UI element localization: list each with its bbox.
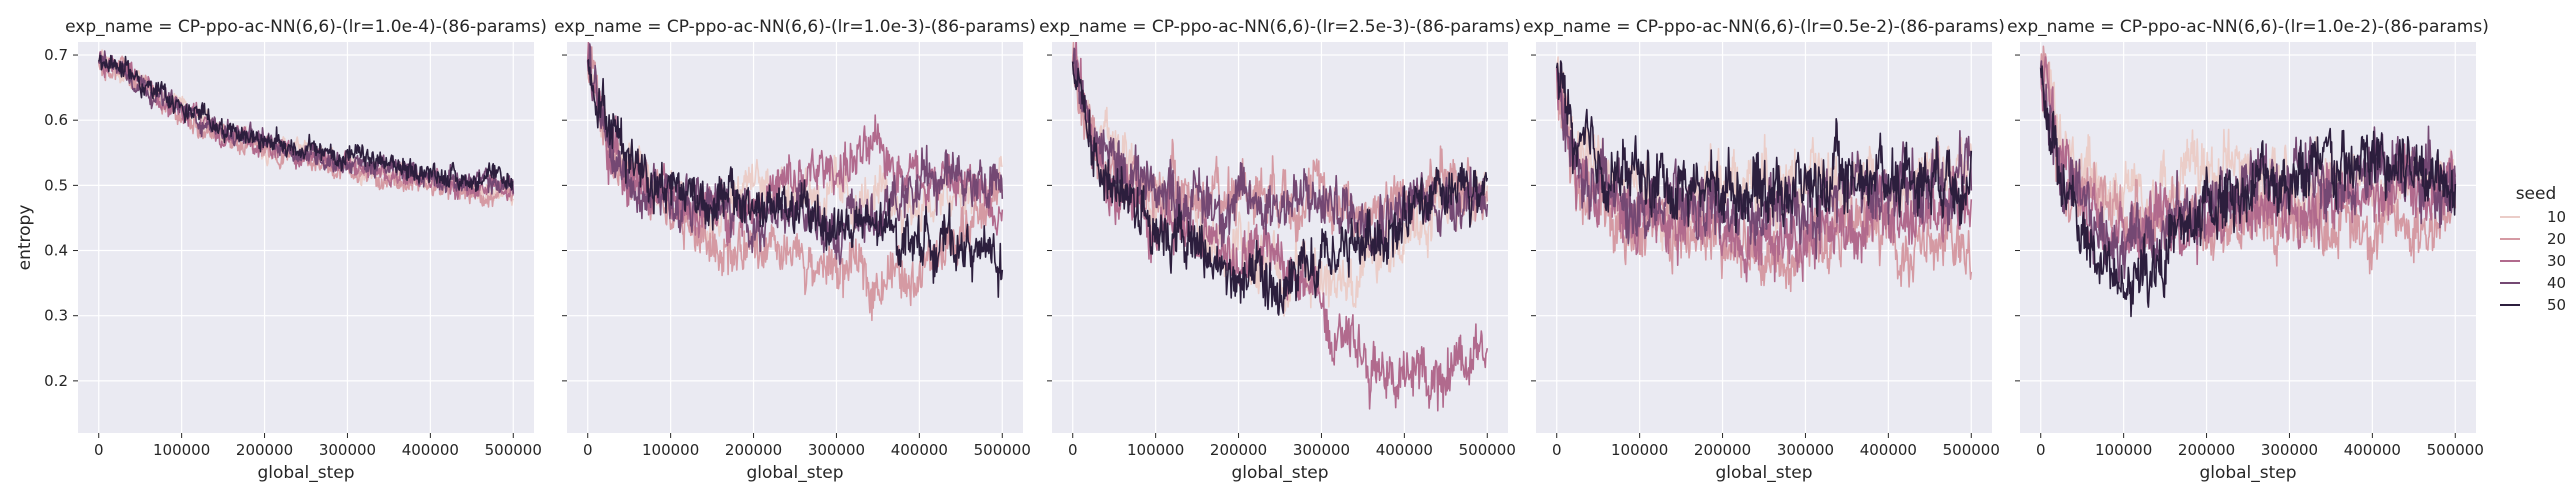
panel-1 (73, 42, 534, 438)
x-tick-label: 500000 (1943, 441, 2000, 459)
x-tick-label: 400000 (1376, 441, 1433, 459)
x-tick-label: 500000 (2427, 441, 2484, 459)
x-tick-label: 200000 (1694, 441, 1751, 459)
x-tick-label: 0 (2036, 441, 2046, 459)
x-tick-label: 400000 (891, 441, 948, 459)
x-tick-label: 0 (1068, 441, 1078, 459)
x-axis-label: global_step (257, 463, 354, 483)
x-tick-label: 300000 (2261, 441, 2318, 459)
legend (2500, 216, 2520, 306)
legend-title: seed (2516, 184, 2557, 204)
legend-label-seed-50: 50 (2547, 296, 2566, 314)
x-tick-label: 400000 (402, 441, 459, 459)
panel-title: exp_name = CP-ppo-ac-NN(6,6)-(lr=1.0e-3)… (554, 17, 1036, 37)
series-line-seed-50 (586, 59, 1004, 298)
x-tick-label: 100000 (1127, 441, 1184, 459)
x-tick-label: 300000 (1293, 441, 1350, 459)
y-axis-label: entropy (15, 205, 35, 271)
x-tick-label: 0 (583, 441, 593, 459)
x-tick-label: 0 (1552, 441, 1562, 459)
x-tick-label: 100000 (642, 441, 699, 459)
plot-background (2020, 42, 2476, 433)
series-line-seed-50 (1071, 61, 1489, 316)
panel-title: exp_name = CP-ppo-ac-NN(6,6)-(lr=2.5e-3)… (1039, 17, 1521, 37)
panel-title: exp_name = CP-ppo-ac-NN(6,6)-(lr=1.0e-2)… (2007, 17, 2489, 37)
y-tick-label: 0.3 (44, 307, 68, 325)
x-tick-label: 300000 (808, 441, 865, 459)
x-tick-label: 100000 (153, 441, 210, 459)
panel-2 (562, 42, 1023, 438)
y-tick-label: 0.5 (44, 176, 68, 194)
series-line-seed-40 (1556, 67, 1973, 260)
x-axis-label: global_step (1231, 463, 1328, 483)
y-tick-label: 0.6 (44, 111, 68, 129)
x-tick-label: 300000 (319, 441, 376, 459)
plot-background (78, 42, 534, 433)
panel-title: exp_name = CP-ppo-ac-NN(6,6)-(lr=1.0e-4)… (65, 17, 547, 37)
x-tick-label: 400000 (2344, 441, 2401, 459)
x-tick-label: 500000 (1459, 441, 1516, 459)
x-tick-label: 400000 (1860, 441, 1917, 459)
panel-4 (1531, 42, 1992, 438)
y-tick-label: 0.7 (44, 46, 68, 64)
series-line-seed-50 (2039, 65, 2457, 318)
y-tick-label: 0.4 (44, 242, 68, 260)
x-tick-label: 0 (94, 441, 104, 459)
x-tick-label: 300000 (1777, 441, 1834, 459)
legend-label-seed-40: 40 (2547, 274, 2566, 292)
y-tick-label: 0.2 (44, 372, 68, 390)
x-axis-label: global_step (2199, 463, 2296, 483)
panel-title: exp_name = CP-ppo-ac-NN(6,6)-(lr=0.5e-2)… (1523, 17, 2005, 37)
x-axis-label: global_step (746, 463, 843, 483)
x-tick-label: 500000 (485, 441, 542, 459)
panel-5 (2015, 42, 2476, 438)
series-line-seed-50 (1555, 60, 1973, 234)
x-tick-label: 100000 (1611, 441, 1668, 459)
legend-label-seed-30: 30 (2547, 252, 2566, 270)
legend-label-seed-20: 20 (2547, 230, 2566, 248)
legend-label-seed-10: 10 (2547, 208, 2566, 226)
x-tick-label: 200000 (725, 441, 782, 459)
x-tick-label: 200000 (2178, 441, 2235, 459)
x-tick-label: 200000 (236, 441, 293, 459)
x-tick-label: 100000 (2095, 441, 2152, 459)
series-line-seed-50 (97, 54, 514, 192)
panel-3 (1047, 42, 1508, 438)
x-axis-label: global_step (1715, 463, 1812, 483)
x-tick-label: 500000 (974, 441, 1031, 459)
x-tick-label: 200000 (1210, 441, 1267, 459)
series-line-seed-20 (1555, 68, 1973, 293)
